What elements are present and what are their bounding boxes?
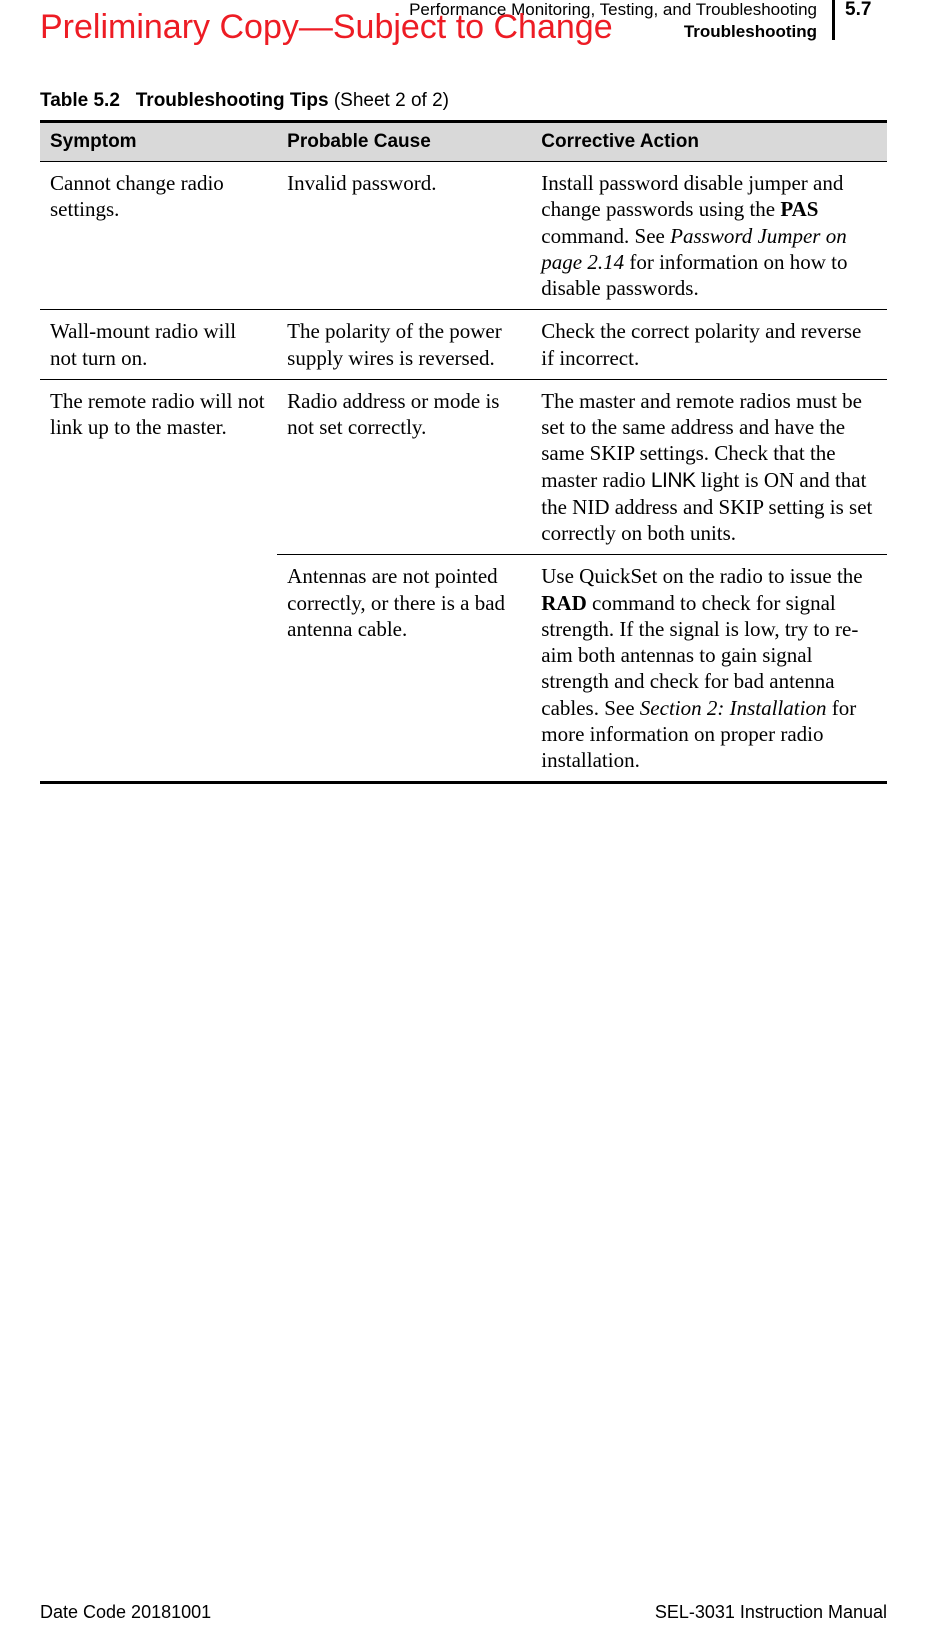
- cell-symptom: Cannot change radio settings.: [40, 162, 277, 310]
- table-label: Table 5.2: [40, 90, 120, 111]
- cell-cause: Radio address or mode is not set correct…: [277, 379, 531, 555]
- cell-cause: The polarity of the power supply wires i…: [277, 310, 531, 380]
- cell-action: Use QuickSet on the radio to issue the R…: [531, 555, 887, 783]
- cell-action: Check the correct polarity and reverse i…: [531, 310, 887, 380]
- footer-manual-title: SEL-3031 Instruction Manual: [655, 1602, 887, 1623]
- cell-action: Install password disable jumper and chan…: [531, 162, 887, 310]
- cell-action: The master and remote radios must be set…: [531, 379, 887, 555]
- cell-cause: Antennas are not pointed correctly, or t…: [277, 555, 531, 783]
- col-header-cause: Probable Cause: [277, 122, 531, 162]
- col-header-action: Corrective Action: [531, 122, 887, 162]
- col-header-symptom: Symptom: [40, 122, 277, 162]
- table-title: Troubleshooting Tips: [136, 90, 329, 111]
- troubleshooting-table: Symptom Probable Cause Corrective Action…: [40, 120, 887, 784]
- table-sheet-info: (Sheet 2 of 2): [334, 90, 449, 111]
- section-title: Troubleshooting: [684, 22, 817, 42]
- table-row: Cannot change radio settings. Invalid pa…: [40, 162, 887, 310]
- page-number: 5.7: [832, 0, 887, 40]
- cell-cause: Invalid password.: [277, 162, 531, 310]
- cell-symptom: The remote radio will not link up to the…: [40, 379, 277, 783]
- footer-date-code: Date Code 20181001: [40, 1602, 211, 1623]
- page-footer: Date Code 20181001 SEL-3031 Instruction …: [40, 1602, 887, 1623]
- table-row: The remote radio will not link up to the…: [40, 379, 887, 555]
- table-header-row: Symptom Probable Cause Corrective Action: [40, 122, 887, 162]
- watermark-text: Preliminary Copy—Subject to Change: [40, 8, 613, 47]
- table-row: Wall-mount radio will not turn on. The p…: [40, 310, 887, 380]
- table-caption: Table 5.2 Troubleshooting Tips (Sheet 2 …: [40, 90, 887, 112]
- cell-symptom: Wall-mount radio will not turn on.: [40, 310, 277, 380]
